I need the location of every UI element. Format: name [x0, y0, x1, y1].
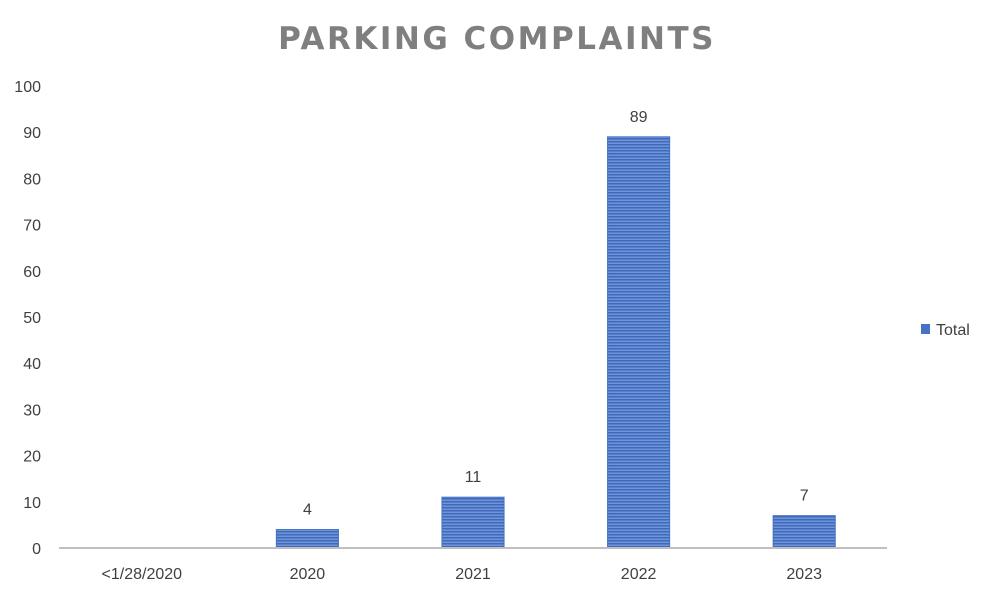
- y-tick-label: 10: [23, 495, 41, 512]
- y-tick-label: 100: [14, 79, 41, 96]
- x-tick-label: 2023: [786, 566, 822, 583]
- data-labels: 4 11 89 7: [303, 109, 809, 519]
- data-label: 89: [630, 109, 648, 126]
- y-tick-label: 30: [23, 402, 41, 419]
- y-tick-label: 0: [32, 541, 41, 558]
- y-tick-label: 90: [23, 125, 41, 142]
- data-label: 4: [303, 502, 312, 519]
- chart-title: PARKING COMPLAINTS: [278, 21, 716, 57]
- y-tick-label: 80: [23, 171, 41, 188]
- x-tick-label: 2022: [621, 566, 657, 583]
- y-tick-label: 50: [23, 310, 41, 327]
- y-tick-label: 70: [23, 218, 41, 235]
- x-axis: <1/28/2020 2020 2021 2022 2023: [102, 566, 823, 583]
- y-tick-label: 40: [23, 356, 41, 373]
- legend: Total: [921, 322, 970, 339]
- x-tick-label: 2021: [455, 566, 491, 583]
- y-tick-label: 20: [23, 449, 41, 466]
- legend-label: Total: [936, 322, 970, 339]
- x-tick-label: <1/28/2020: [102, 566, 183, 583]
- legend-swatch: [921, 324, 930, 334]
- bar: [607, 136, 671, 549]
- y-tick-label: 60: [23, 264, 41, 281]
- y-axis: 0 10 20 30 40 50 60 70 80 90 100: [14, 79, 41, 558]
- data-label: 7: [800, 488, 809, 505]
- data-label: 11: [465, 469, 482, 486]
- bar: [275, 529, 339, 549]
- bar: [441, 496, 505, 549]
- bar: [772, 515, 836, 549]
- x-tick-label: 2020: [290, 566, 326, 583]
- bar-series: [275, 136, 836, 549]
